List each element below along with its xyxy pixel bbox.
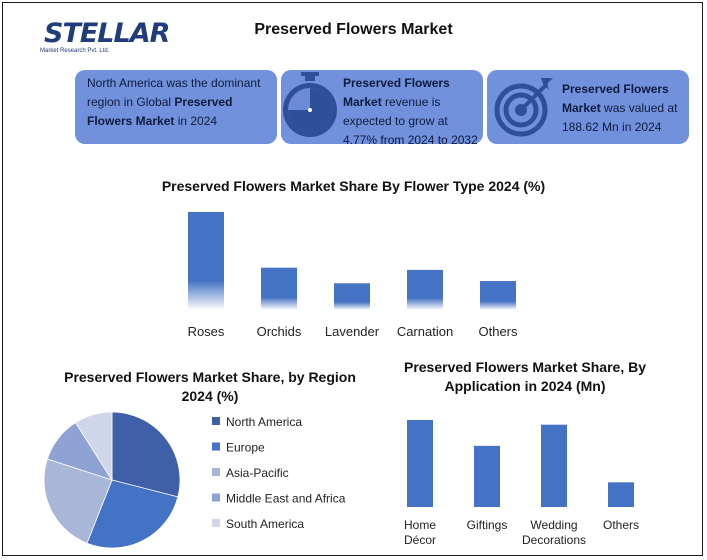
app-bar-3: [541, 424, 567, 507]
legend-label: South America: [226, 517, 304, 531]
bar-others: [480, 281, 516, 310]
bar-carnation: [407, 269, 443, 310]
stat-card-growth: Preserved Flowers Market revenue is expe…: [281, 70, 483, 147]
app-bar-1: [407, 420, 433, 507]
flower-type-chart-title: Preserved Flowers Market Share By Flower…: [161, 178, 546, 194]
x-tick-label: Others: [603, 518, 639, 532]
stat-card-value: Preserved Flowers Market was valued at 1…: [487, 70, 689, 144]
legend-swatch: [212, 442, 220, 451]
legend-label: North America: [226, 415, 302, 429]
card-bold-text: Preserved Flowers Market: [87, 95, 233, 128]
bar-roses: [188, 212, 224, 310]
card-text: revenue is expected to grow at 4.77% fro…: [343, 95, 478, 147]
bar-orchids: [261, 267, 297, 310]
x-tick-label: Others: [478, 324, 518, 339]
legend-swatch: [212, 493, 220, 502]
card-text: was valued at 188.62 Mn in 2024: [562, 101, 678, 134]
legend-swatch: [212, 519, 220, 527]
x-tick-label: Home: [404, 518, 436, 532]
x-tick-label: Decorations: [522, 533, 586, 547]
region-chart-title: Preserved Flowers Market Share, by Regio…: [64, 369, 356, 404]
logo-name: STELLAR: [44, 18, 170, 49]
pie-slice-1: [111, 411, 181, 498]
stopwatch-icon: [283, 72, 337, 137]
logo-tagline: Market Research Pvt. Ltd.: [40, 48, 110, 54]
pie-slice-3: [43, 458, 113, 544]
x-tick-label: Giftings: [467, 518, 508, 532]
legend-label: Middle East and Africa: [226, 492, 346, 506]
x-tick-label: Orchids: [257, 324, 302, 339]
x-tick-label: Lavender: [325, 324, 380, 339]
legend-label: Asia-Pacific: [226, 466, 289, 480]
legend-label: Europe: [226, 441, 265, 455]
x-tick-label: Wedding: [530, 518, 577, 532]
legend-swatch: [212, 417, 220, 425]
stat-card-region: North America was the dominant region in…: [75, 70, 277, 144]
bar-lavender: [334, 283, 370, 310]
page-title: Preserved Flowers Market: [254, 21, 453, 38]
app-bar-4: [608, 482, 634, 507]
x-tick-label: Roses: [188, 324, 225, 339]
x-tick-label: Carnation: [397, 324, 453, 339]
target-icon: [494, 78, 553, 137]
card-text: North America was the dominant region in…: [87, 76, 261, 109]
card-bold-text: Preserved Flowers Market: [343, 76, 450, 109]
x-tick-label: Décor: [404, 533, 436, 547]
stellar-logo: STELLAR Market Research Pvt. Ltd.: [34, 14, 170, 60]
card-bold-text: Preserved Flowers Market: [562, 82, 669, 115]
app-bar-2: [474, 445, 500, 507]
card-text-end: in 2024: [174, 114, 218, 128]
application-chart-title: Preserved Flowers Market Share, By Appli…: [403, 359, 646, 394]
pie-slice-5: [75, 411, 113, 482]
pie-slice-2: [86, 479, 179, 549]
legend-swatch: [212, 468, 220, 476]
